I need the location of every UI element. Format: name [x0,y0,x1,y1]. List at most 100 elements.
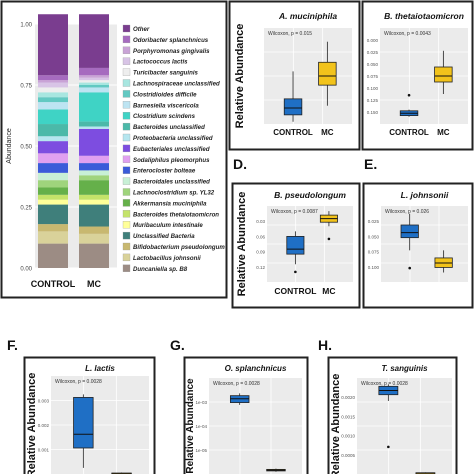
legend-swatch [122,177,131,185]
stacked-bar-segment [38,82,68,88]
legend-label: Unclassified Bacteria [133,233,195,240]
y-tick-label: 1e-04 [195,424,207,429]
stacked-bar-segment [38,14,68,76]
y-axis-label: Relative Abundance [185,378,196,474]
stacked-bar-segment [38,199,68,205]
stacked-bar-segment [38,172,68,181]
y-tick-label: 0.25 [20,206,32,212]
box-plot-b-thetaiotaomicron: 0.000 0.025 0.050 0.075 0.100 0.125 0.150 B. th… [367,11,468,137]
legend-label: Eubacteriales unclassified [133,146,210,153]
stacked-bar-segment [79,128,109,156]
panel-h-frame [327,356,458,474]
stacked-bar-segment [79,155,109,164]
stacked-bar-segment [38,124,68,137]
y-axis-label: Relative Abundance [330,374,342,474]
y-tick-label: 0.150 [367,110,379,115]
legend-label: Lactococcus lactis [133,59,188,66]
y-tick-label: 0.075 [367,74,379,79]
stacked-bar-segment [38,87,68,93]
stacked-bar-segment [38,141,68,154]
legend-swatch [122,101,131,109]
panel-letter-f: F. [7,337,18,353]
chart-title: L. johnsonii [401,190,449,200]
y-tick-label: 0.025 [367,50,379,55]
stat-annotation: Wilcoxon, p = 0.0028 [55,379,102,385]
y-tick-label: 0.00 [20,267,32,273]
legend-swatch [122,57,131,65]
box-plot-b-pseudolongum: 0.03 0.06 0.09 0.12 B. pseudolongum Wilcoxon,… [236,190,353,296]
legend-swatch [122,199,131,207]
y-axis-label: Abundance [6,128,13,164]
legend-label: Bacteroides unclassified [133,124,205,131]
legend-label: Other [133,26,150,33]
stacked-bar-segment [79,121,109,127]
y-tick-label: 0.075 [368,250,380,255]
legend-label: Sodaliphilus pleomorphus [133,157,210,164]
stacked-bar-segment [79,180,109,195]
legend-swatch [122,210,131,218]
stacked-bar-segment [79,194,109,200]
y-axis-label: Relative Abundance [26,373,38,474]
outlier-point [294,270,297,274]
stacked-bar-segment [79,67,109,76]
legend-swatch [122,46,131,54]
outlier-point [387,445,390,449]
stacked-bar-segment [38,109,68,125]
y-tick-label: 0.0020 [341,395,355,400]
legend-swatch [122,166,131,174]
box [434,66,453,83]
legend-swatch [122,133,131,142]
stacked-abundance-chart: 0.00 0.25 0.50 0.75 1.00 CONTROL MC Abundance Ot… [6,14,225,289]
stacked-bar-segment [38,163,68,173]
panel-e-frame [362,182,474,309]
legend-label: Enterocloster bolteae [133,168,196,175]
legend-label: Turicibacter sanguinis [133,70,199,77]
x-category-label: MC [437,128,450,137]
x-category-label: CONTROL [389,128,429,137]
stacked-bar-segment [38,180,68,188]
stacked-bar-segment [79,92,109,122]
y-tick-label: 0.0005 [341,453,355,458]
legend-label: Proteobacteria unclassified [133,135,213,142]
x-category-label: MC [321,128,334,137]
chart-title: A. muciniphila [278,11,337,21]
stacked-bar-segment [38,136,68,142]
y-tick-label: 0.003 [38,399,50,404]
y-tick-label: 0.09 [256,250,265,255]
legend-swatch [122,188,131,196]
legend-swatch [122,144,131,153]
stat-annotation: Wilcoxon, p = 0.026 [385,209,429,215]
legend-swatch [122,112,131,120]
y-tick-label: 0.0015 [341,414,355,419]
stacked-bar-segment [79,77,109,81]
panel-f-frame [23,356,156,474]
y-tick-label: 1e-05 [195,448,207,453]
stacked-bar-segment [79,170,109,176]
legend-label: Lachnospiraceae unclassified [133,81,220,88]
stacked-bar-segment [79,226,109,234]
stat-annotation: Wilcoxon, p = 0.015 [268,31,312,37]
y-tick-label: 0.03 [256,219,265,224]
y-tick-label: 0.100 [367,86,379,91]
y-tick-label: 0.125 [367,98,379,103]
legend-label: Odoribacter splanchnicus [133,37,209,44]
legend-label: Lactobacillus johnsonii [133,255,201,262]
box-plot-o-splanchnicus: 1e-03 1e-04 1e-05 O. splanchnicus Wilcoxon, … [185,364,302,474]
stacked-bar-segment [38,224,68,232]
panel-d-frame [231,182,361,309]
legend-label: Bacteroidales unclassified [133,179,210,186]
legend-label: Bifidobacterium pseudolongum [133,244,225,251]
x-category-label: CONTROL [274,286,316,296]
panel-letter-g: G. [170,337,185,353]
legend-swatch [122,264,131,272]
panel-letter-d: D. [233,156,247,172]
y-tick-label: 0.12 [256,265,265,270]
stat-annotation: Wilcoxon, p = 0.0028 [213,381,260,387]
stacked-bar-segment [79,204,109,227]
y-tick-label: 0.000 [367,38,379,43]
legend-label: Duncaniella sp. B8 [133,266,188,273]
panel-letter-h: H. [318,337,332,353]
y-tick-label: 0.0010 [341,434,355,439]
y-tick-label: 0.75 [20,84,32,90]
legend-swatch [122,122,131,131]
